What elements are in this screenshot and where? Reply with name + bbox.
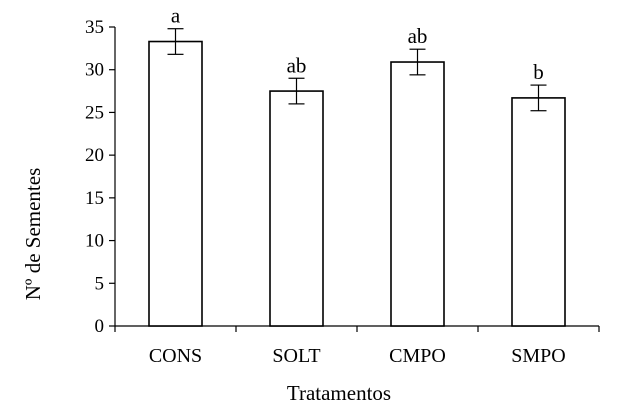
x-tick-label: CMPO [389, 345, 446, 367]
x-tick-label: CONS [149, 345, 202, 367]
y-axis-title: Nº de Sementes [21, 168, 45, 300]
bar-cons [148, 40, 203, 327]
plot-area: 0 5 10 15 20 25 30 35 a CONS ab SOLT ab CMPO b SMPO [85, 4, 600, 367]
significance-label: a [171, 4, 181, 28]
y-tick-label: 25 [85, 102, 104, 123]
bar-cmpo [390, 61, 445, 327]
y-tick-label: 0 [95, 316, 105, 337]
bar-smpo [511, 97, 566, 327]
bar-solt [269, 90, 324, 327]
y-tick-label: 20 [85, 145, 104, 166]
y-tick-label: 15 [85, 188, 104, 209]
y-tick-label: 5 [95, 273, 105, 294]
significance-label: b [533, 60, 544, 84]
y-tick-label: 10 [85, 231, 104, 252]
x-tick-label: SMPO [511, 345, 565, 367]
y-tick-label: 35 [85, 17, 104, 38]
significance-label: ab [408, 24, 428, 48]
x-tick-label: SOLT [272, 345, 320, 367]
significance-label: ab [287, 53, 307, 77]
y-tick-label: 30 [85, 60, 104, 81]
x-axis-title: Tratamentos [287, 381, 391, 405]
